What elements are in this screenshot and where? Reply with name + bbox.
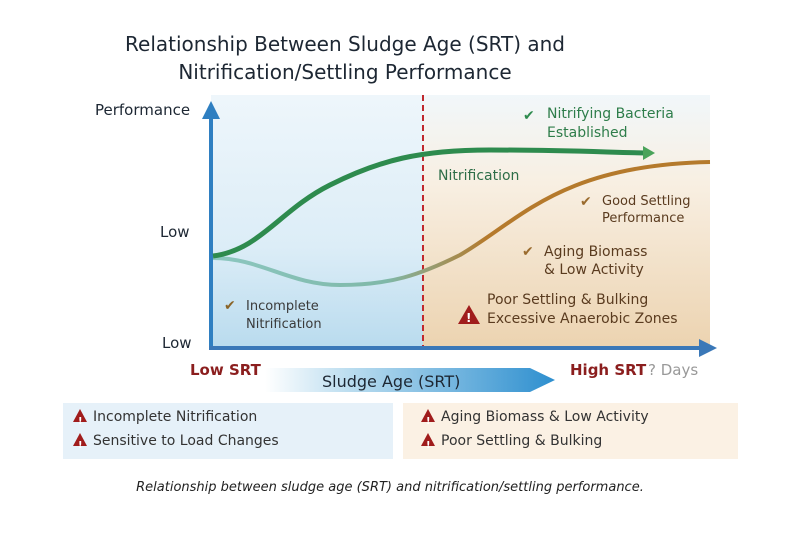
low-srt-region [211, 95, 423, 348]
y-axis-label: Performance [95, 101, 190, 119]
warning-icon [458, 305, 480, 324]
list-item: Aging Biomass & Low Activity [421, 405, 738, 434]
poor-settling-label: Poor Settling & Bulking [487, 292, 648, 308]
check-icon: ✔ [224, 298, 236, 314]
sludge-age-arrow [265, 368, 555, 392]
warning-icon [421, 433, 435, 458]
check-icon: ✔ [522, 244, 534, 260]
aging-label: Aging Biomass [544, 244, 647, 260]
incomplete-label-2: Nitrification [246, 317, 322, 332]
check-icon: ✔ [580, 194, 592, 210]
warning-icon [73, 409, 87, 434]
nitrifying-label-2: Established [547, 125, 628, 141]
good-settling-label: Good Settling [602, 194, 691, 209]
high-srt-issues-box: Aging Biomass & Low Activity Poor Settli… [403, 403, 738, 459]
high-srt-region [423, 95, 710, 348]
unit-label: ? Days [648, 361, 698, 379]
nitrification-label: Nitrification [438, 168, 519, 184]
warning-icon [421, 409, 435, 434]
list-item: Sensitive to Load Changes [73, 429, 393, 458]
check-icon: ✔ [523, 108, 535, 124]
low-srt-issues-box: Incomplete Nitrification Sensitive to Lo… [63, 403, 393, 459]
list-item: Incomplete Nitrification [73, 405, 393, 434]
page-title: Relationship Between Sludge Age (SRT) an… [125, 32, 565, 84]
warning-mark: ! [466, 311, 471, 325]
aging-label-2: & Low Activity [544, 262, 644, 278]
good-settling-label-2: Performance [602, 211, 684, 226]
warning-icon [73, 433, 87, 458]
y-tick-lower: Low [162, 334, 192, 352]
incomplete-label: Incomplete [246, 299, 319, 314]
nitrifying-label: Nitrifying Bacteria [547, 106, 674, 122]
caption: Relationship between sludge age (SRT) an… [136, 480, 644, 495]
low-srt-label: Low SRT [190, 361, 262, 379]
list-item: Poor Settling & Bulking [421, 429, 738, 458]
x-axis-arrow-icon [699, 339, 717, 357]
y-tick-upper: Low [160, 223, 190, 241]
high-srt-label: High SRT [570, 361, 647, 379]
anaerobic-label: Excessive Anaerobic Zones [487, 311, 678, 327]
sludge-age-label: Sludge Age (SRT) [322, 372, 460, 391]
settling-curve [212, 160, 711, 288]
nitrification-arrow-icon [643, 146, 655, 160]
y-axis-arrow-icon [202, 101, 220, 119]
nitrification-curve [212, 147, 646, 259]
